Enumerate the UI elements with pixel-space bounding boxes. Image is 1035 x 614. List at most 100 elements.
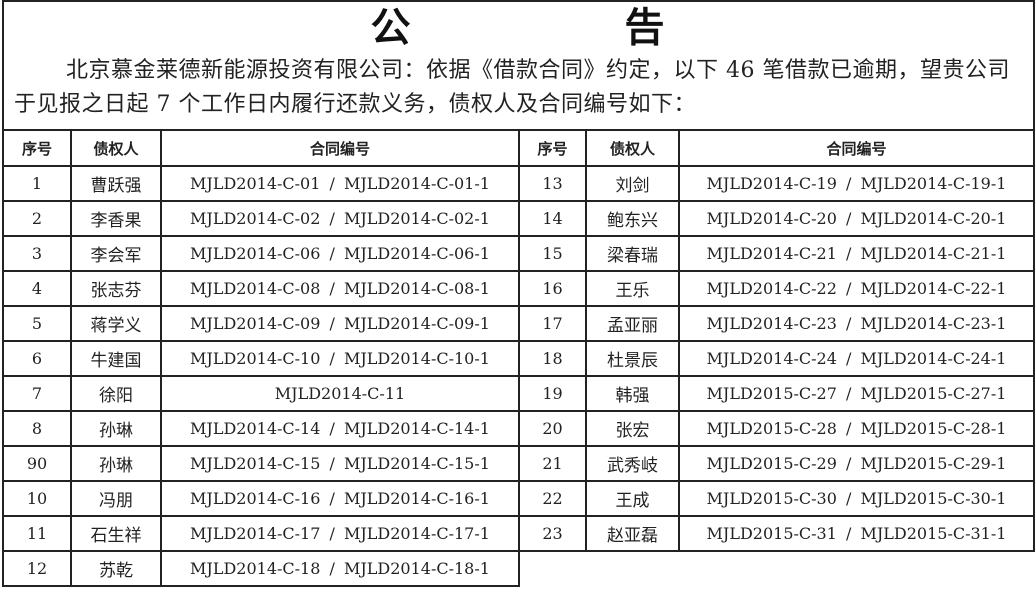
contract-number: MJLD2015-C-30 / MJLD2015-C-30-1 — [678, 480, 1035, 517]
notice-header-box — [2, 0, 1035, 129]
table-row: 17 孟亚丽 MJLD2014-C-23 / MJLD2014-C-23-1 — [518, 305, 1035, 342]
creditor-name: 冯朋 — [70, 480, 162, 517]
table-header-row: 序号 债权人 合同编号 — [518, 129, 1035, 167]
table-header-row: 序号 债权人 合同编号 — [2, 129, 520, 167]
row-number: 22 — [518, 480, 587, 517]
row-number: 17 — [518, 305, 587, 342]
header-creditor: 债权人 — [70, 129, 162, 167]
table-row: 22 王成 MJLD2015-C-30 / MJLD2015-C-30-1 — [518, 480, 1035, 517]
creditor-name: 曹跃强 — [70, 165, 162, 202]
table-row: 8 孙琳 MJLD2014-C-14 / MJLD2014-C-14-1 — [2, 410, 520, 447]
table-row: 7 徐阳 MJLD2014-C-11 — [2, 375, 520, 412]
row-number: 7 — [2, 375, 72, 412]
creditor-name: 孟亚丽 — [585, 305, 680, 342]
creditor-name: 张志芬 — [70, 270, 162, 307]
table-row: 23 赵亚磊 MJLD2015-C-31 / MJLD2015-C-31-1 — [518, 515, 1035, 552]
creditor-name: 李会军 — [70, 235, 162, 272]
table-row: 13 刘剑 MJLD2014-C-19 / MJLD2014-C-19-1 — [518, 165, 1035, 202]
creditor-name: 刘剑 — [585, 165, 680, 202]
header-creditor: 债权人 — [585, 129, 680, 167]
creditor-name: 武秀岐 — [585, 445, 680, 482]
table-row: 18 杜景辰 MJLD2014-C-24 / MJLD2014-C-24-1 — [518, 340, 1035, 377]
contract-number: MJLD2015-C-28 / MJLD2015-C-28-1 — [678, 410, 1035, 447]
table-row: 5 蒋学义 MJLD2014-C-09 / MJLD2014-C-09-1 — [2, 305, 520, 342]
creditor-name: 李香果 — [70, 200, 162, 237]
contract-number: MJLD2014-C-14 / MJLD2014-C-14-1 — [160, 410, 520, 447]
notice-title: 公 告 — [370, 5, 765, 51]
contract-number: MJLD2014-C-01 / MJLD2014-C-01-1 — [160, 165, 520, 202]
contract-number: MJLD2014-C-23 / MJLD2014-C-23-1 — [678, 305, 1035, 342]
table-row: 1 曹跃强 MJLD2014-C-01 / MJLD2014-C-01-1 — [2, 165, 520, 202]
table-row: 10 冯朋 MJLD2014-C-16 / MJLD2014-C-16-1 — [2, 480, 520, 517]
row-number: 15 — [518, 235, 587, 272]
table-row: 3 李会军 MJLD2014-C-06 / MJLD2014-C-06-1 — [2, 235, 520, 272]
row-number: 12 — [2, 550, 72, 587]
row-number: 19 — [518, 375, 587, 412]
creditor-name: 苏乾 — [70, 550, 162, 587]
table-row: 2 李香果 MJLD2014-C-02 / MJLD2014-C-02-1 — [2, 200, 520, 237]
contract-number: MJLD2014-C-10 / MJLD2014-C-10-1 — [160, 340, 520, 377]
contract-number: MJLD2014-C-06 / MJLD2014-C-06-1 — [160, 235, 520, 272]
row-number: 4 — [2, 270, 72, 307]
row-number: 14 — [518, 200, 587, 237]
creditor-name: 牛建国 — [70, 340, 162, 377]
row-number: 5 — [2, 305, 72, 342]
table-row: 12 苏乾 MJLD2014-C-18 / MJLD2014-C-18-1 — [2, 550, 520, 587]
creditor-name: 王乐 — [585, 270, 680, 307]
header-no: 序号 — [2, 129, 72, 167]
notice-paragraph: 北京慕金莱德新能源投资有限公司：依据《借款合同》约定，以下 46 笔借款已逾期，… — [14, 58, 1010, 117]
contract-number: MJLD2014-C-02 / MJLD2014-C-02-1 — [160, 200, 520, 237]
row-number: 10 — [2, 480, 72, 517]
creditor-name: 王成 — [585, 480, 680, 517]
table-row: 6 牛建国 MJLD2014-C-10 / MJLD2014-C-10-1 — [2, 340, 520, 377]
creditor-name: 梁春瑞 — [585, 235, 680, 272]
row-number: 90 — [2, 445, 72, 482]
row-number: 21 — [518, 445, 587, 482]
row-number: 23 — [518, 515, 587, 552]
contract-number: MJLD2014-C-17 / MJLD2014-C-17-1 — [160, 515, 520, 552]
creditor-name: 孙琳 — [70, 410, 162, 447]
contract-number: MJLD2014-C-16 / MJLD2014-C-16-1 — [160, 480, 520, 517]
row-number: 3 — [2, 235, 72, 272]
contract-number: MJLD2014-C-15 / MJLD2014-C-15-1 — [160, 445, 520, 482]
row-number: 11 — [2, 515, 72, 552]
contract-table-left: 序号 债权人 合同编号 1 曹跃强 MJLD2014-C-01 / MJLD2014… — [2, 129, 520, 587]
creditor-name: 韩强 — [585, 375, 680, 412]
table-row: 14 鲍东兴 MJLD2014-C-20 / MJLD2014-C-20-1 — [518, 200, 1035, 237]
creditor-name: 鲍东兴 — [585, 200, 680, 237]
table-row: 21 武秀岐 MJLD2015-C-29 / MJLD2015-C-29-1 — [518, 445, 1035, 482]
creditor-name: 蒋学义 — [70, 305, 162, 342]
header-contract: 合同编号 — [160, 129, 520, 167]
row-number: 8 — [2, 410, 72, 447]
header-no: 序号 — [518, 129, 587, 167]
creditor-name: 赵亚磊 — [585, 515, 680, 552]
table-row: 20 张宏 MJLD2015-C-28 / MJLD2015-C-28-1 — [518, 410, 1035, 447]
contract-number: MJLD2014-C-18 / MJLD2014-C-18-1 — [160, 550, 520, 587]
creditor-name: 孙琳 — [70, 445, 162, 482]
contract-number: MJLD2014-C-11 — [160, 375, 520, 412]
contract-number: MJLD2014-C-19 / MJLD2014-C-19-1 — [678, 165, 1035, 202]
row-number: 1 — [2, 165, 72, 202]
row-number: 18 — [518, 340, 587, 377]
table-row: 16 王乐 MJLD2014-C-22 / MJLD2014-C-22-1 — [518, 270, 1035, 307]
contract-number: MJLD2015-C-31 / MJLD2015-C-31-1 — [678, 515, 1035, 552]
table-row: 15 梁春瑞 MJLD2014-C-21 / MJLD2014-C-21-1 — [518, 235, 1035, 272]
creditor-name: 张宏 — [585, 410, 680, 447]
creditor-name: 徐阳 — [70, 375, 162, 412]
row-number: 13 — [518, 165, 587, 202]
table-row: 90 孙琳 MJLD2014-C-15 / MJLD2014-C-15-1 — [2, 445, 520, 482]
header-contract: 合同编号 — [678, 129, 1035, 167]
creditor-name: 杜景辰 — [585, 340, 680, 377]
row-number: 6 — [2, 340, 72, 377]
table-row: 11 石生祥 MJLD2014-C-17 / MJLD2014-C-17-1 — [2, 515, 520, 552]
table-row: 4 张志芬 MJLD2014-C-08 / MJLD2014-C-08-1 — [2, 270, 520, 307]
row-number: 16 — [518, 270, 587, 307]
contract-number: MJLD2014-C-24 / MJLD2014-C-24-1 — [678, 340, 1035, 377]
row-number: 20 — [518, 410, 587, 447]
contract-number: MJLD2014-C-20 / MJLD2014-C-20-1 — [678, 200, 1035, 237]
contract-table-right: 序号 债权人 合同编号 13 刘剑 MJLD2014-C-19 / MJLD2014… — [518, 129, 1035, 552]
creditor-name: 石生祥 — [70, 515, 162, 552]
contract-number: MJLD2015-C-27 / MJLD2015-C-27-1 — [678, 375, 1035, 412]
table-row: 19 韩强 MJLD2015-C-27 / MJLD2015-C-27-1 — [518, 375, 1035, 412]
row-number: 2 — [2, 200, 72, 237]
